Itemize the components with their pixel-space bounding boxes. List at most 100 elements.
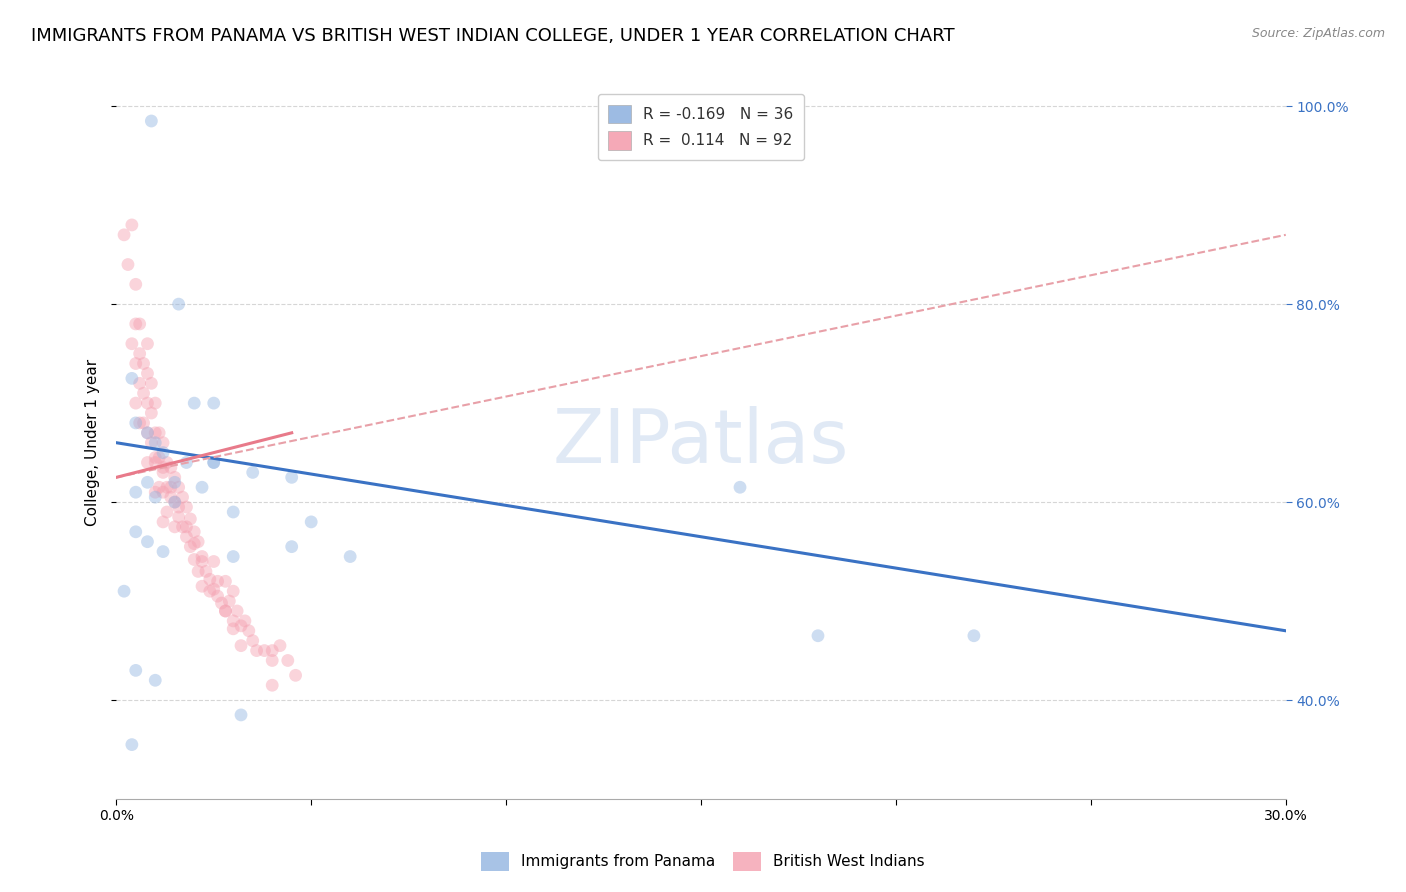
- Point: [132, 386, 155, 401]
- Point: [242, 466, 264, 480]
- Point: [125, 277, 148, 292]
- Point: [152, 435, 174, 450]
- Point: [183, 524, 205, 539]
- Point: [187, 534, 209, 549]
- Point: [152, 515, 174, 529]
- Point: [136, 534, 159, 549]
- Point: [202, 456, 225, 470]
- Point: [167, 500, 190, 514]
- Point: [125, 524, 148, 539]
- Point: [143, 435, 166, 450]
- Point: [128, 416, 150, 430]
- Point: [148, 450, 170, 465]
- Point: [112, 227, 135, 242]
- Point: [136, 425, 159, 440]
- Point: [167, 510, 190, 524]
- Point: [222, 549, 245, 564]
- Point: [172, 520, 194, 534]
- Point: [143, 456, 166, 470]
- Point: [222, 505, 245, 519]
- Point: [214, 574, 236, 589]
- Point: [152, 460, 174, 475]
- Point: [191, 554, 214, 568]
- Point: [163, 470, 186, 484]
- Point: [163, 475, 186, 490]
- Point: [191, 549, 214, 564]
- Point: [152, 544, 174, 558]
- Point: [117, 258, 139, 272]
- Point: [183, 552, 205, 566]
- Point: [229, 639, 252, 653]
- Point: [183, 396, 205, 410]
- Point: [211, 596, 233, 610]
- Y-axis label: College, Under 1 year: College, Under 1 year: [86, 359, 100, 526]
- Point: [277, 653, 299, 667]
- Point: [156, 480, 179, 494]
- Point: [121, 371, 143, 385]
- Point: [143, 396, 166, 410]
- Point: [152, 485, 174, 500]
- Point: [125, 485, 148, 500]
- Point: [125, 357, 148, 371]
- Point: [152, 466, 174, 480]
- Point: [202, 582, 225, 597]
- Point: [141, 376, 163, 391]
- Point: [176, 530, 198, 544]
- Point: [148, 480, 170, 494]
- Point: [187, 565, 209, 579]
- Point: [132, 416, 155, 430]
- Point: [163, 520, 186, 534]
- Point: [202, 554, 225, 568]
- Point: [222, 622, 245, 636]
- Point: [125, 317, 148, 331]
- Point: [214, 604, 236, 618]
- Point: [269, 639, 291, 653]
- Point: [141, 435, 163, 450]
- Text: Source: ZipAtlas.com: Source: ZipAtlas.com: [1251, 27, 1385, 40]
- Point: [143, 425, 166, 440]
- Point: [143, 450, 166, 465]
- Point: [191, 579, 214, 593]
- Point: [728, 480, 751, 494]
- Text: ZIPatlas: ZIPatlas: [553, 406, 849, 479]
- Point: [160, 460, 183, 475]
- Point: [262, 678, 284, 692]
- Point: [136, 396, 159, 410]
- Point: [163, 495, 186, 509]
- Point: [253, 643, 276, 657]
- Point: [222, 584, 245, 599]
- Point: [198, 572, 221, 586]
- Point: [128, 317, 150, 331]
- Point: [242, 633, 264, 648]
- Point: [156, 505, 179, 519]
- Point: [183, 537, 205, 551]
- Point: [163, 495, 186, 509]
- Point: [136, 475, 159, 490]
- Point: [280, 540, 302, 554]
- Point: [214, 604, 236, 618]
- Point: [125, 664, 148, 678]
- Point: [136, 367, 159, 381]
- Legend: Immigrants from Panama, British West Indians: Immigrants from Panama, British West Ind…: [472, 843, 934, 880]
- Point: [226, 604, 249, 618]
- Legend: R = -0.169   N = 36, R =  0.114   N = 92: R = -0.169 N = 36, R = 0.114 N = 92: [598, 94, 804, 161]
- Point: [136, 336, 159, 351]
- Point: [280, 470, 302, 484]
- Point: [207, 574, 229, 589]
- Point: [128, 346, 150, 360]
- Point: [172, 490, 194, 504]
- Point: [963, 629, 986, 643]
- Point: [284, 668, 307, 682]
- Point: [121, 336, 143, 351]
- Point: [176, 520, 198, 534]
- Point: [128, 376, 150, 391]
- Point: [222, 614, 245, 628]
- Point: [125, 416, 148, 430]
- Point: [262, 643, 284, 657]
- Point: [167, 297, 190, 311]
- Point: [160, 490, 183, 504]
- Point: [176, 500, 198, 514]
- Point: [148, 425, 170, 440]
- Point: [125, 396, 148, 410]
- Point: [143, 485, 166, 500]
